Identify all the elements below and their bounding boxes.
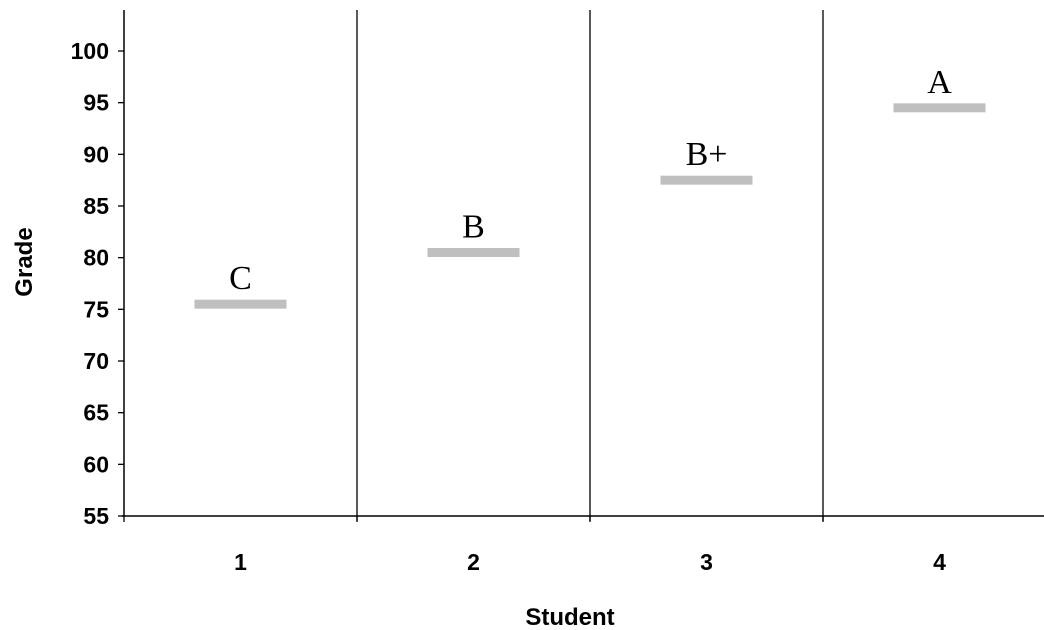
y-tick-label: 60	[83, 451, 109, 477]
x-axis-title: Student	[525, 604, 614, 630]
y-tick-label: 70	[83, 348, 109, 374]
grade-mark	[893, 103, 986, 113]
x-tick-label: 4	[933, 549, 946, 575]
y-tick-label: 75	[83, 296, 109, 322]
y-tick-label: 90	[83, 141, 109, 167]
grade-mark	[194, 299, 287, 309]
x-tick-label: 3	[700, 549, 713, 575]
grade-letter-label: B+	[686, 136, 728, 173]
axes: 55 60 65 70 75 80 85 90 95 100 1 2 3 4	[71, 10, 1044, 575]
x-tick-label: 1	[234, 549, 247, 575]
y-tick-label: 65	[83, 400, 109, 426]
x-tick-label: 2	[467, 549, 480, 575]
y-axis-title: Grade	[11, 227, 38, 296]
grade-labels: C B B+ A	[229, 64, 952, 297]
y-tick-label: 85	[83, 193, 109, 219]
y-tick-label: 55	[83, 503, 109, 529]
grade-letter-label: A	[927, 64, 952, 101]
grade-mark	[660, 175, 753, 185]
grade-mark	[427, 248, 520, 257]
category-separators	[356, 10, 824, 521]
grade-letter-label: C	[229, 260, 252, 297]
grade-marks	[194, 103, 986, 309]
y-tick-label: 95	[83, 90, 109, 116]
y-tick-label: 80	[83, 245, 109, 271]
grade-letter-label: B	[462, 209, 485, 246]
y-tick-label: 100	[71, 38, 109, 64]
